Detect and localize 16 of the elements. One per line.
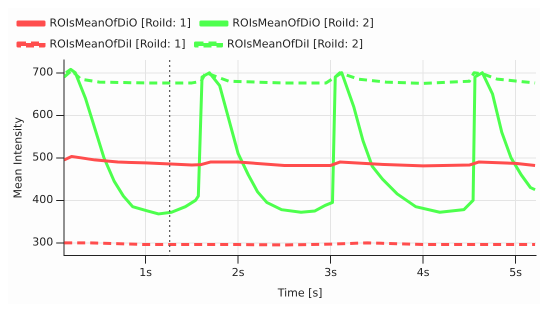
x-tick-label: 5s [509, 266, 522, 280]
legend-label: ROIsMeanOfDiI [RoiId: 1] [50, 37, 186, 50]
y-tick-label: 600 [32, 108, 54, 122]
x-tick-label: 2s [232, 266, 245, 280]
legend-label: ROIsMeanOfDiI [RoiId: 2] [226, 37, 363, 50]
x-axis-title: Time [s] [276, 286, 322, 300]
y-axis-title: Mean Intensity [11, 116, 24, 198]
x-tick-label: 4s [416, 266, 430, 280]
y-tick-label: 500 [32, 150, 54, 164]
x-tick-label: 1s [139, 266, 152, 280]
y-tick-label: 700 [32, 66, 54, 79]
x-tick-label: 3s [324, 266, 338, 280]
y-tick-label: 300 [32, 236, 54, 249]
y-tick-label: 400 [32, 193, 54, 206]
legend-label: ROIsMeanOfDiO [RoiId: 1] [50, 16, 191, 30]
legend-label: ROIsMeanOfDiO [RoiId: 2] [232, 16, 374, 30]
